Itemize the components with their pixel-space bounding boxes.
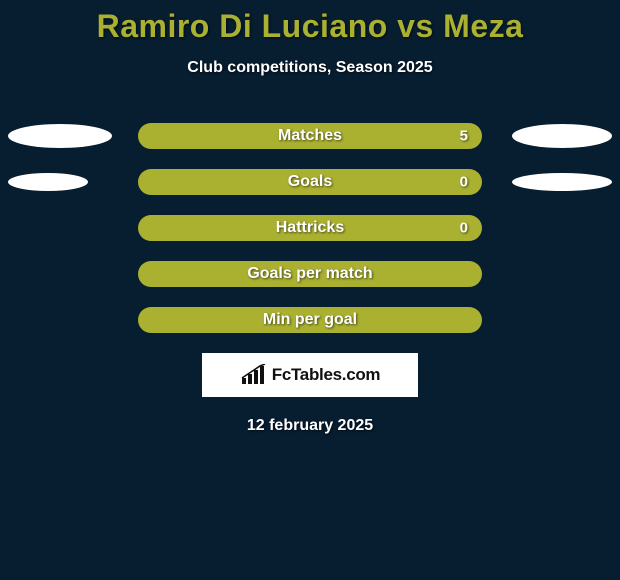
stat-row-hattricks: Hattricks 0 (0, 215, 620, 241)
right-value-ellipse (512, 124, 612, 148)
right-value-ellipse (512, 173, 612, 191)
stat-rows: Matches 5 Goals 0 Hattricks 0 Goals per … (0, 123, 620, 333)
stat-value-right: 0 (460, 220, 468, 237)
stat-row-min-per-goal: Min per goal (0, 307, 620, 333)
stat-value-right: 5 (460, 128, 468, 145)
left-value-ellipse (8, 173, 88, 191)
stat-bar: Goals 0 (138, 169, 482, 195)
logo-text: FcTables.com (272, 365, 381, 385)
stat-label: Min per goal (263, 311, 357, 329)
barchart-icon (240, 364, 266, 386)
comparison-infographic: Ramiro Di Luciano vs Meza Club competiti… (0, 0, 620, 580)
stat-row-goals: Goals 0 (0, 169, 620, 195)
stat-value-right: 0 (460, 174, 468, 191)
logo-box: FcTables.com (202, 353, 418, 397)
stat-bar: Goals per match (138, 261, 482, 287)
stat-label: Goals (288, 173, 332, 191)
stat-bar: Matches 5 (138, 123, 482, 149)
stat-row-matches: Matches 5 (0, 123, 620, 149)
date-label: 12 february 2025 (0, 417, 620, 435)
stat-row-goals-per-match: Goals per match (0, 261, 620, 287)
stat-label: Matches (278, 127, 342, 145)
stat-label: Goals per match (247, 265, 372, 283)
page-title: Ramiro Di Luciano vs Meza (0, 0, 620, 45)
stat-bar: Hattricks 0 (138, 215, 482, 241)
stat-bar: Min per goal (138, 307, 482, 333)
stat-label: Hattricks (276, 219, 344, 237)
subtitle: Club competitions, Season 2025 (0, 59, 620, 77)
left-value-ellipse (8, 124, 112, 148)
